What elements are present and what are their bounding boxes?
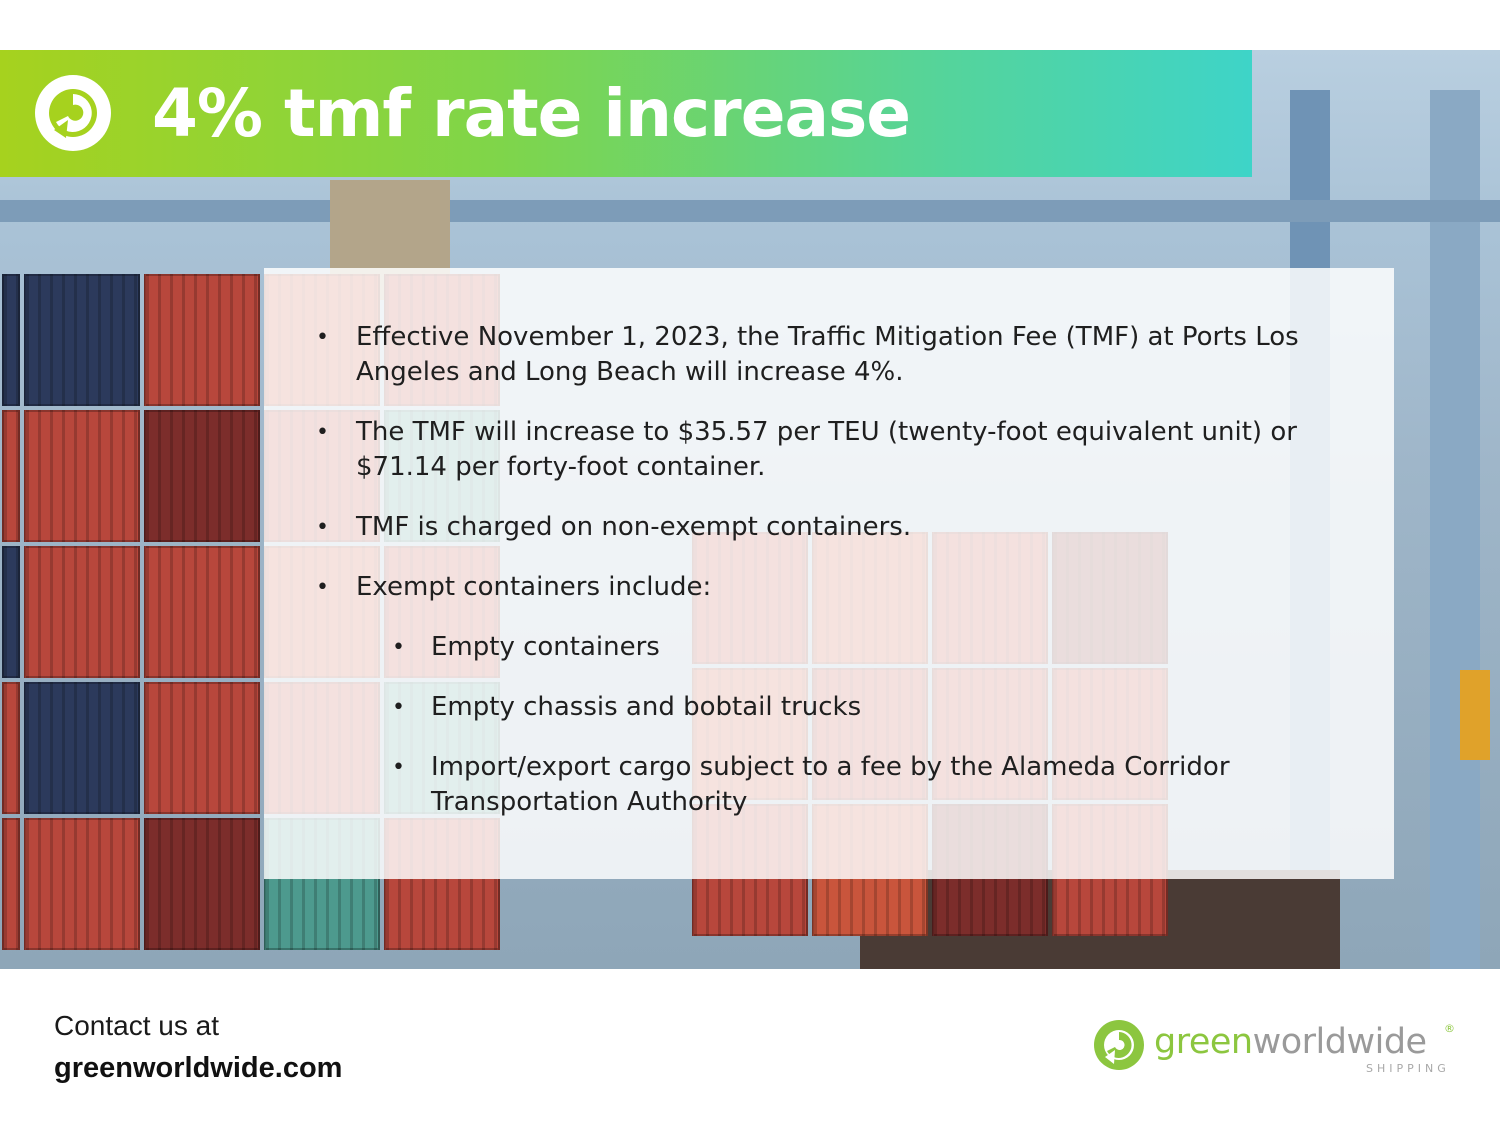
green-logo-icon — [35, 75, 111, 151]
crane-beam — [0, 200, 1500, 222]
bullet-icon: • — [316, 515, 329, 540]
contact-label: Contact us at — [54, 1010, 219, 1041]
registered-mark: ® — [1444, 1022, 1455, 1035]
bullet-text: TMF is charged on non-exempt containers. — [356, 512, 912, 542]
bullet-text: The TMF will increase to $35.57 per TEU … — [356, 417, 1297, 482]
bullet-item: • Exempt containers include: — [264, 570, 1374, 605]
bullet-item: • Effective November 1, 2023, the Traffi… — [264, 320, 1374, 390]
crane-spreader — [1460, 670, 1490, 760]
bullet-icon: • — [316, 325, 329, 350]
bullet-icon: • — [316, 575, 329, 600]
brand-name-green: green — [1154, 1022, 1253, 1062]
bullet-text: Exempt containers include: — [356, 572, 712, 602]
sub-bullet-item: • Empty chassis and bobtail trucks — [264, 690, 1374, 725]
brand-name-worldwide: worldwide — [1252, 1022, 1427, 1062]
sub-bullet-item: • Import/export cargo subject to a fee b… — [264, 750, 1374, 820]
bullet-icon: • — [392, 635, 405, 660]
page-title: 4% tmf rate increase — [152, 75, 911, 152]
bullet-list: • Effective November 1, 2023, the Traffi… — [264, 320, 1374, 820]
title-banner: 4% tmf rate increase — [0, 50, 1252, 177]
bullet-text: Effective November 1, 2023, the Traffic … — [356, 322, 1299, 387]
crane-leg — [1430, 90, 1480, 969]
sub-bullet-item: • Empty containers — [264, 630, 1374, 665]
content-panel: • Effective November 1, 2023, the Traffi… — [264, 268, 1394, 879]
bullet-icon: • — [392, 695, 405, 720]
bullet-item: • TMF is charged on non-exempt container… — [264, 510, 1374, 545]
bullet-text: Empty chassis and bobtail trucks — [431, 692, 862, 722]
brand-name: greenworldwide — [1154, 1022, 1427, 1062]
bullet-text: Empty containers — [431, 632, 660, 662]
bullet-text: Import/export cargo subject to a fee by … — [431, 752, 1230, 817]
green-logo-icon — [1094, 1020, 1144, 1070]
brand-subtitle: SHIPPING — [1366, 1062, 1450, 1075]
bullet-item: • The TMF will increase to $35.57 per TE… — [264, 415, 1374, 485]
bullet-icon: • — [316, 420, 329, 445]
contact-url[interactable]: greenworldwide.com — [54, 1052, 343, 1084]
brand-logo: greenworldwide ® SHIPPING — [1092, 1018, 1472, 1078]
bullet-icon: • — [392, 755, 405, 780]
